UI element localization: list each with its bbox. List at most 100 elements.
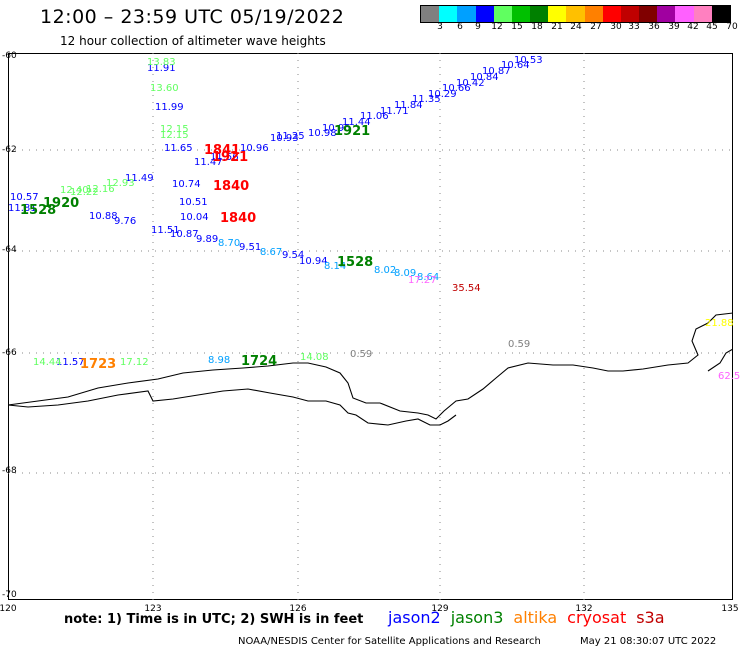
scale-label: 33 [628,22,640,32]
wave-height-label: 10.96 [240,143,269,154]
footer-note: note: 1) Time is in UTC; 2) SWH is in fe… [64,612,364,627]
wave-height-label: 8.70 [218,238,241,249]
wave-height-label: 12.93 [106,178,135,189]
scale-swatch [657,6,676,22]
pass-time-label: 1920 [43,196,80,211]
footer-timestamp: May 21 08:30:07 UTC 2022 [580,636,717,647]
coastline-east [707,348,733,372]
scale-label: 9 [475,22,481,32]
wave-height-label: 11.06 [360,111,389,122]
wave-height-label: 11.57 [56,357,85,368]
wave-height-label: 11.51 [151,225,180,236]
latitude-label: -60 [2,51,17,61]
scale-swatch [711,6,730,22]
wave-height-label: 13.83 [147,57,176,68]
wave-height-label: 10.66 [442,83,471,94]
wave-height-label: 11.56 [210,152,239,163]
wave-height-label: 9.51 [239,242,262,253]
scale-label: 39 [668,22,680,32]
wave-height-label: 9.89 [196,234,219,245]
wave-height-label: 0.59 [508,339,531,350]
wave-height-label: 12.22 [70,187,99,198]
coastline [8,312,733,420]
scale-label: 42 [687,22,699,32]
scale-label: 24 [570,22,582,32]
wave-height-label: 10.42 [456,78,485,89]
scale-swatch [639,6,658,22]
scale-label: 3 [437,22,443,32]
longitude-label: 135 [721,604,739,614]
legend-s3a: s3a [636,608,665,627]
map-border [8,53,733,600]
wave-height-label: 11.49 [125,173,154,184]
wave-height-label: 8.98 [208,355,231,366]
wave-height-label: 10.64 [501,60,530,71]
wave-height-label: 8.14 [324,261,347,272]
wave-height-label: 14.08 [300,352,329,363]
scale-swatch [530,6,549,22]
wave-height-label: 21.88 [705,318,734,329]
pass-time-label: 1528 [337,255,374,270]
scale-label: 45 [706,22,718,32]
wave-height-label: 10.93 [270,133,299,144]
pass-time-label: 1528 [20,203,57,218]
wave-height-label: 11.35 [412,94,441,105]
wave-height-label: 9.54 [282,250,305,261]
scale-label: 6 [457,22,463,32]
longitude-label: 120 [0,604,17,614]
wave-height-label: 10.51 [179,197,208,208]
wave-height-label: 10.94 [299,256,328,267]
pass-time-label: 1921 [212,150,249,165]
pass-time-label: 1723 [80,357,117,372]
map-title: 12:00 – 23:59 UTC 05/19/2022 [40,6,345,28]
map-area [8,53,733,600]
pass-time-label: 1841 [204,143,241,158]
scale-swatch [693,6,712,22]
wave-height-label: 17.12 [120,357,149,368]
legend-altika: altika [513,608,558,627]
wave-height-label: 12.15 [160,124,189,135]
satellite-legend: jason2 jason3 altika cryosat s3a [388,608,675,627]
scale-swatch [620,6,640,22]
pass-time-label: 1724 [241,354,278,369]
scale-label: 27 [590,22,602,32]
wave-height-label: 8.64 [417,272,440,283]
wave-height-label: 62.5 [718,371,740,382]
map-subtitle: 12 hour collection of altimeter wave hei… [60,34,326,48]
scale-swatch [584,6,603,22]
wave-height-label: 35.54 [452,283,481,294]
longitude-label: 129 [431,604,449,614]
latitude-label: -70 [2,590,17,600]
wave-height-label: 12.15 [160,130,189,141]
wave-height-label: 10.87 [482,66,511,77]
scale-label: 30 [610,22,622,32]
scale-swatch [548,6,567,22]
color-scale-bar [420,5,731,23]
wave-height-label: 12.16 [86,184,115,195]
pass-time-label: 1840 [213,179,250,194]
wave-height-label: 0.59 [350,349,373,360]
scale-swatch [421,6,440,22]
wave-height-label: 11.84 [394,100,423,111]
latitude-label: -68 [2,466,17,476]
scale-label: 18 [531,22,543,32]
wave-height-label: 11.65 [164,143,193,154]
wave-height-label: 10.87 [170,229,199,240]
scale-swatch [457,6,476,22]
scale-swatch [675,6,694,22]
legend-cryosat: cryosat [567,608,627,627]
wave-height-label: 17.27 [408,275,437,286]
wave-height-label: 10.95 [322,123,351,134]
longitude-label: 132 [575,604,593,614]
scale-label: 15 [511,22,523,32]
footer-credit: NOAA/NESDIS Center for Satellite Applica… [238,636,541,647]
wave-height-label: 13.60 [150,83,179,94]
pass-time-label: 1840 [220,211,257,226]
wave-height-label: 8.02 [374,265,397,276]
map-graphic [8,53,733,600]
grid-lines [8,53,733,600]
wave-height-label: 9.76 [114,216,137,227]
scale-swatch [602,6,621,22]
scale-label: 21 [551,22,563,32]
latitude-label: -66 [2,348,17,358]
